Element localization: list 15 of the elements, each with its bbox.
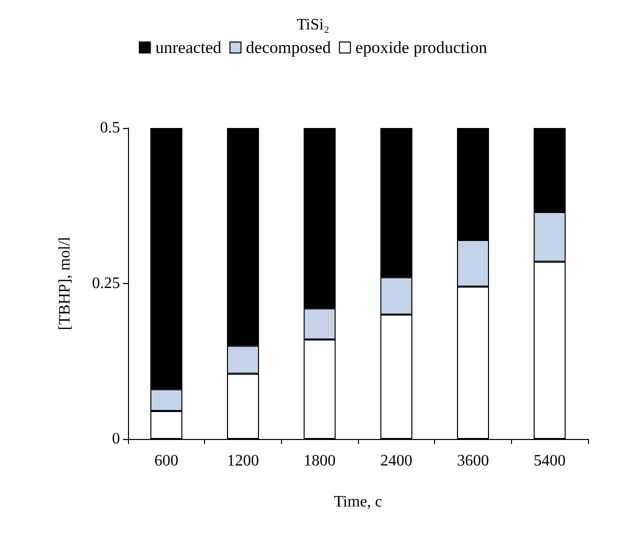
x-tick-label: 1200 bbox=[227, 452, 259, 470]
y-tick-label: 0.25 bbox=[92, 275, 120, 292]
x-tick-label: 1800 bbox=[304, 452, 336, 470]
y-tick-label: 0 bbox=[112, 430, 120, 448]
legend-label: epoxide production bbox=[355, 38, 488, 57]
x-axis-title: Time, c bbox=[334, 494, 382, 510]
x-tick-label: 2400 bbox=[380, 452, 412, 470]
x-tick-label: 5400 bbox=[534, 452, 566, 470]
legend-label: decomposed bbox=[246, 38, 332, 57]
legend-label: unreacted bbox=[155, 38, 222, 57]
x-tick-label: 3600 bbox=[457, 452, 489, 470]
chart-title: TiSi₂ bbox=[296, 16, 330, 34]
y-tick-label: 0.5 bbox=[100, 120, 120, 136]
y-axis-title: [TBHP], mol/l bbox=[56, 236, 74, 330]
x-tick-label: 600 bbox=[154, 452, 178, 470]
